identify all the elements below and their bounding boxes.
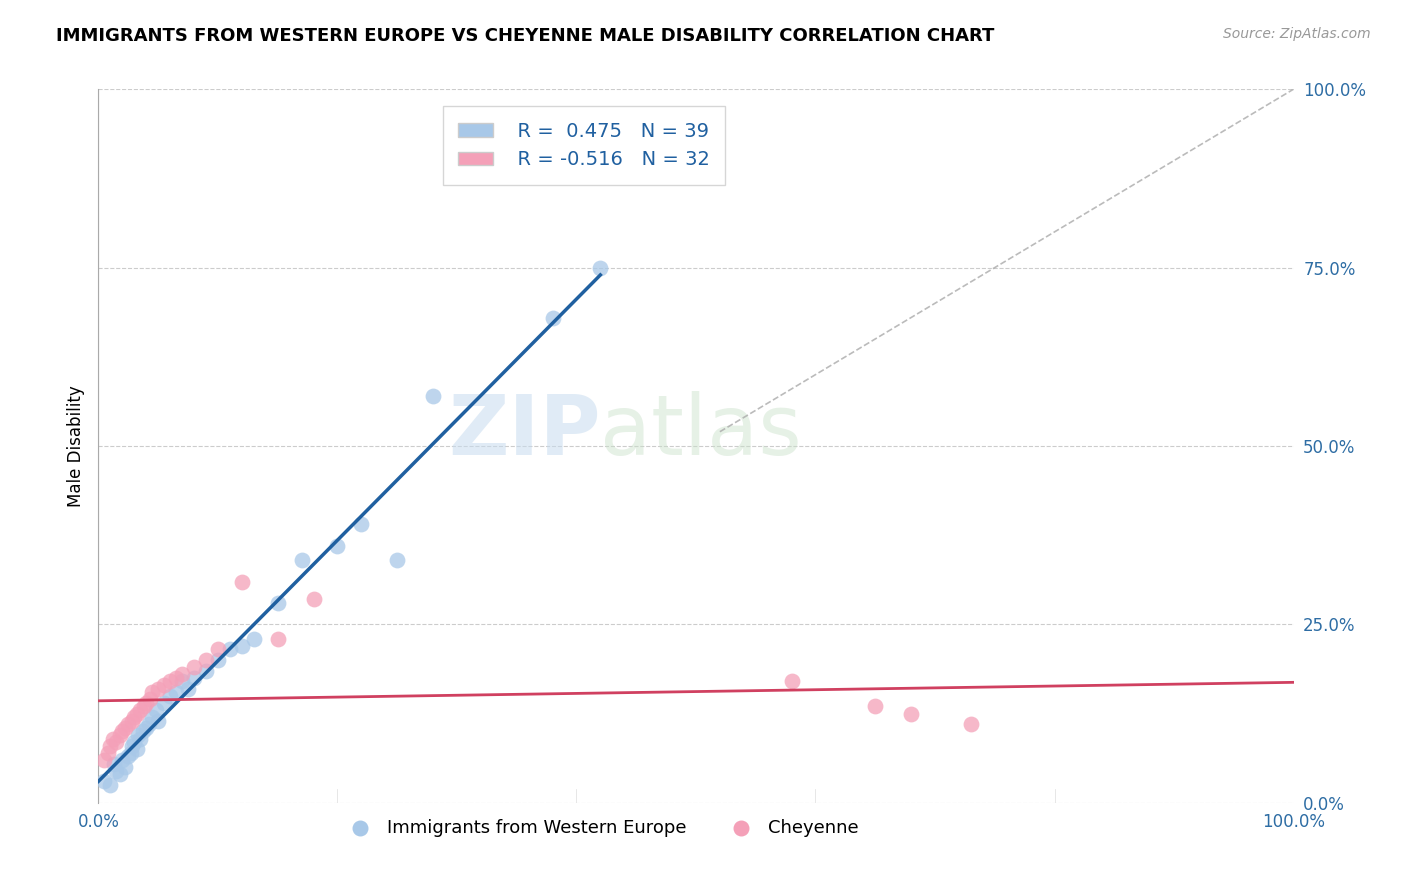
Point [326,539,349,553]
Point [165,671,187,685]
Point [207,642,229,657]
Point [291,553,314,567]
Point [129,731,152,746]
Point [124,735,146,749]
Point [129,703,152,717]
Point [780,674,803,689]
Point [117,717,139,731]
Point [183,671,205,685]
Point [172,667,194,681]
Point [865,699,887,714]
Point [385,553,409,567]
Point [219,642,242,657]
Point [111,724,134,739]
Point [135,721,157,735]
Point [105,764,128,778]
Point [97,746,120,760]
Point [111,753,134,767]
Point [960,717,983,731]
Point [243,632,266,646]
Point [101,731,124,746]
Point [114,721,136,735]
Point [267,632,290,646]
Point [141,710,163,724]
Point [177,681,200,696]
Point [132,699,155,714]
Point [131,724,153,739]
Text: atlas: atlas [600,392,801,472]
Point [93,774,115,789]
Point [148,681,170,696]
Point [105,735,128,749]
Point [148,714,170,728]
Point [108,767,131,781]
Point [98,778,122,792]
Legend: Immigrants from Western Europe, Cheyenne: Immigrants from Western Europe, Cheyenne [335,812,866,844]
Point [127,728,149,742]
Point [422,389,444,403]
Point [141,685,163,699]
Point [172,674,194,689]
Point [159,674,181,689]
Point [135,696,157,710]
Point [350,517,373,532]
Point [125,742,148,756]
Text: Source: ZipAtlas.com: Source: ZipAtlas.com [1223,27,1371,41]
Point [108,728,131,742]
Point [207,653,229,667]
Point [231,574,253,589]
Point [125,706,148,721]
Point [165,685,187,699]
Point [195,664,218,678]
Point [145,703,167,717]
Point [267,596,290,610]
Point [183,660,205,674]
Point [231,639,253,653]
Point [153,696,176,710]
Point [117,749,139,764]
Point [195,653,218,667]
Text: IMMIGRANTS FROM WESTERN EUROPE VS CHEYENNE MALE DISABILITY CORRELATION CHART: IMMIGRANTS FROM WESTERN EUROPE VS CHEYEN… [56,27,994,45]
Point [98,739,122,753]
Point [302,592,325,607]
Point [103,756,125,771]
Y-axis label: Male Disability: Male Disability [66,385,84,507]
Point [589,260,612,275]
Point [139,692,162,706]
Text: ZIP: ZIP [449,392,600,472]
Point [138,717,160,731]
Point [121,739,143,753]
Point [153,678,176,692]
Point [120,746,142,760]
Point [900,706,922,721]
Point [114,760,136,774]
Point [93,753,115,767]
Point [541,310,564,325]
Point [159,689,181,703]
Point [124,710,146,724]
Point [121,714,143,728]
